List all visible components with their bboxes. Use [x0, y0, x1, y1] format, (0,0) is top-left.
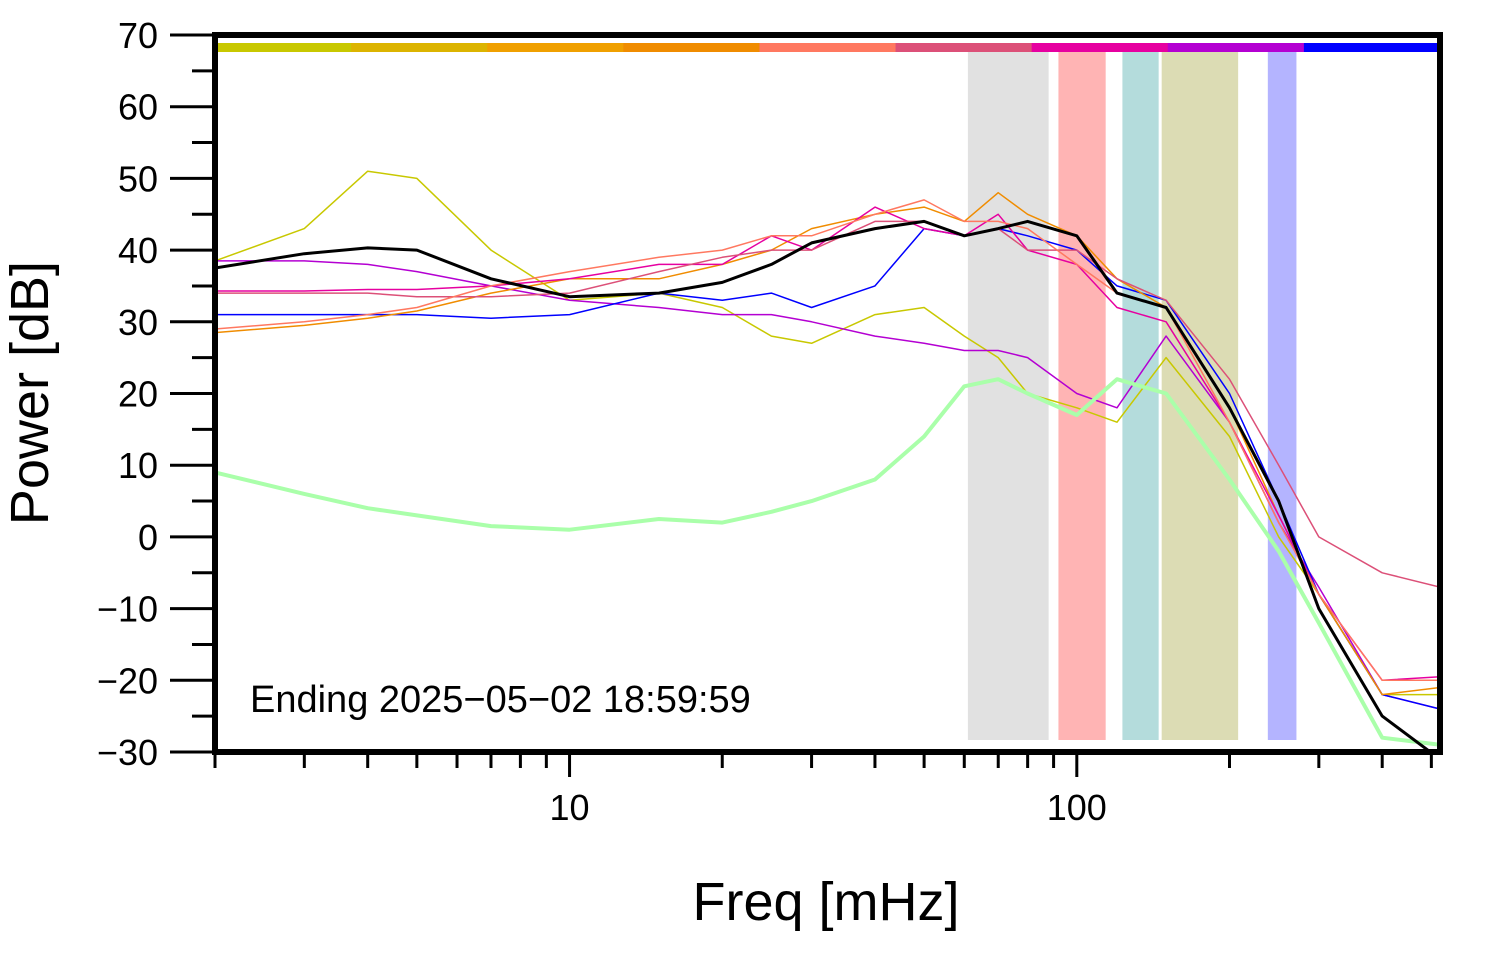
top-color-bar	[487, 43, 624, 52]
y-tick-label: −10	[97, 589, 158, 630]
plot-frame	[212, 32, 1443, 755]
x-tick-label: 100	[1047, 787, 1107, 828]
y-tick-label: 30	[118, 302, 158, 343]
series-line	[215, 199, 1440, 682]
top-color-bar	[215, 43, 352, 52]
top-color-bar	[1167, 43, 1305, 52]
shaded-band	[1122, 52, 1159, 740]
y-tick-label: 20	[118, 374, 158, 415]
y-tick-label: −30	[97, 732, 158, 773]
annotation: Ending 2025−05−02 18:59:59	[250, 679, 751, 721]
y-axis-title: Power [dB]	[0, 261, 60, 525]
y-tick-label: −20	[97, 660, 158, 701]
y-tick-label: 60	[118, 87, 158, 128]
series-line	[215, 170, 1440, 696]
top-color-bar	[623, 43, 760, 52]
shaded-band	[1267, 52, 1297, 740]
top-color-bar	[1031, 43, 1169, 52]
y-tick-label: 40	[118, 230, 158, 271]
series-line	[215, 227, 1440, 710]
series-line	[215, 220, 1440, 588]
lines	[215, 170, 1440, 752]
top-color-bar	[759, 43, 897, 52]
series-line	[215, 260, 1440, 710]
series-line	[215, 191, 1440, 696]
series-line	[215, 206, 1440, 682]
top-color-bar	[1303, 43, 1441, 52]
y-tick-label: 0	[138, 517, 158, 558]
y-tick-label: 70	[118, 15, 158, 56]
y-tick-label: 10	[118, 445, 158, 486]
shaded-band	[1161, 52, 1239, 740]
series-line	[215, 219, 1433, 752]
top-color-bar	[895, 43, 1033, 52]
y-tick-label: 50	[118, 158, 158, 199]
bands	[215, 43, 1441, 740]
top-color-bar	[351, 43, 488, 52]
x-axis-title: Freq [mHz]	[692, 872, 959, 932]
axes: −30 −20 −10 0 10 20 30 40 50 60 70 10 100	[97, 15, 1443, 828]
series-line	[215, 377, 1440, 747]
x-tick-label: 10	[550, 787, 590, 828]
